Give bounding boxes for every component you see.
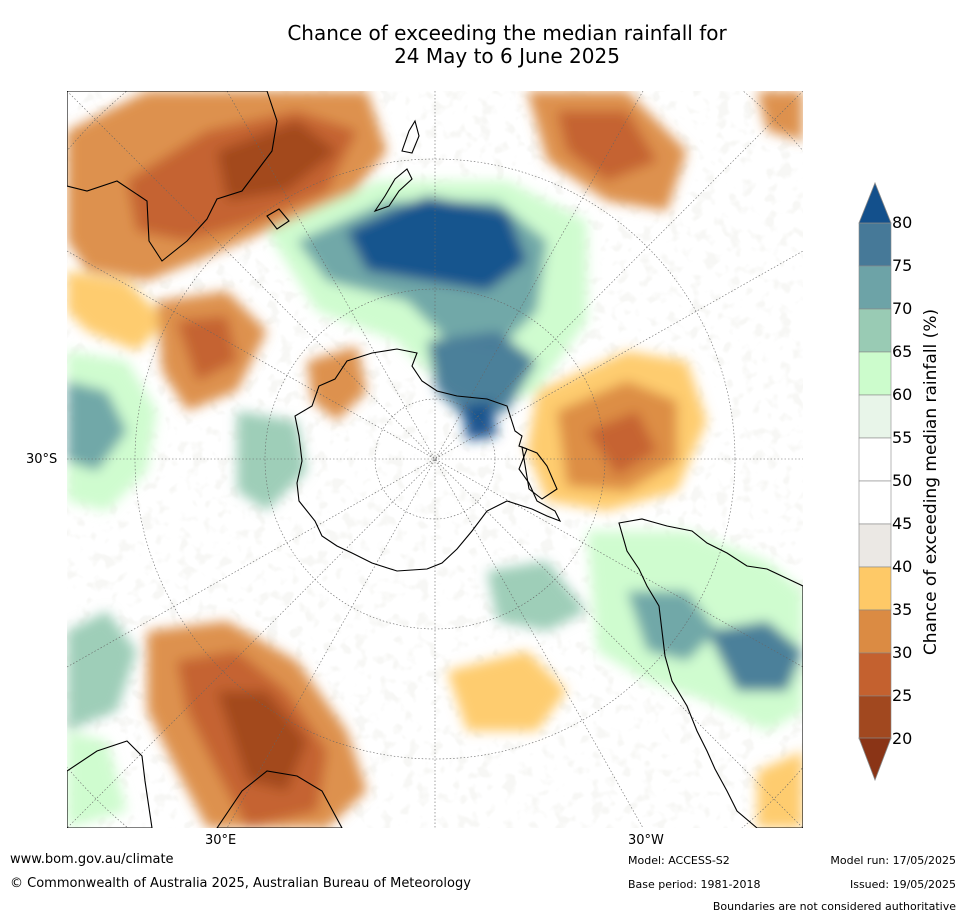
probability-region: [627, 591, 717, 661]
colorbar-tick-label: 75: [892, 256, 913, 275]
colorbar-tick-label: 80: [892, 213, 913, 232]
boundaries-disclaimer: Boundaries are not considered authoritat…: [712, 900, 956, 913]
colorbar-segment: [858, 480, 892, 525]
probability-region: [217, 121, 337, 201]
map-canvas: [67, 91, 803, 828]
probability-region: [707, 621, 803, 691]
model-name: Model: ACCESS-S2: [628, 854, 730, 867]
colorbar-bottom-arrow: [858, 737, 892, 782]
probability-regions: [67, 91, 803, 828]
longitude-label-30w: 30°W: [628, 833, 664, 848]
meridian-60b: [67, 250, 803, 668]
colorbar-segment: [858, 351, 892, 396]
colorbar-top-arrow: [858, 181, 892, 224]
colorbar-tick-label: 25: [892, 686, 913, 705]
probability-region: [67, 731, 127, 828]
colorbar-tick-label: 65: [892, 342, 913, 361]
title-line-2: 24 May to 6 June 2025: [394, 44, 620, 68]
colorbar-segment: [858, 394, 892, 439]
colorbar-tick-label: 60: [892, 385, 913, 404]
website-link[interactable]: www.bom.gov.au/climate: [10, 852, 174, 867]
colorbar-segment: [858, 609, 892, 654]
probability-region: [487, 561, 587, 631]
colorbar-tick-label: 70: [892, 299, 913, 318]
probability-region: [67, 271, 167, 351]
probability-region: [427, 331, 537, 421]
probability-region: [757, 751, 803, 828]
probability-region: [462, 401, 497, 441]
south-africa-coastline: [216, 770, 343, 828]
probability-region: [237, 411, 307, 511]
meridian-60a: [67, 250, 803, 668]
tasmania-coastline: [266, 208, 290, 230]
meridian-30a: [226, 91, 644, 828]
colorbar-segment: [858, 265, 892, 310]
colorbar-segment: [858, 566, 892, 611]
new-zealand-north: [401, 119, 420, 154]
colorbar-tick-label: 30: [892, 643, 913, 662]
colorbar-segment: [858, 437, 892, 482]
colorbar-segments: [858, 222, 892, 740]
probability-region: [67, 381, 127, 471]
base-period: Base period: 1981-2018: [628, 878, 761, 891]
issued-date: Issued: 19/05/2025: [849, 878, 956, 891]
longitude-label-30e: 30°E: [205, 833, 237, 848]
probability-region: [177, 316, 237, 381]
probability-region: [587, 411, 657, 476]
antarctica-coastline: [294, 348, 562, 572]
rainfall-map: [67, 91, 803, 828]
probability-region: [67, 611, 137, 731]
probability-region: [557, 111, 657, 181]
colorbar-tick-label: 50: [892, 471, 913, 490]
graticule: [67, 91, 803, 828]
probability-region: [347, 196, 527, 291]
meridian-30b: [226, 91, 644, 828]
model-run-date: Model run: 17/05/2025: [830, 854, 956, 867]
probability-region: [217, 691, 307, 791]
colorbar-segment: [858, 308, 892, 353]
antarctic-peninsula: [521, 446, 558, 500]
colorbar-tick-label: 35: [892, 600, 913, 619]
colorbar-tick-label: 45: [892, 514, 913, 533]
colorbar-segment: [858, 222, 892, 267]
colorbar-segment: [858, 523, 892, 568]
new-zealand-south: [373, 168, 413, 213]
probability-region: [447, 651, 567, 731]
coastlines: [67, 91, 803, 828]
colorbar-title: Chance of exceeding median rainfall (%): [921, 308, 941, 656]
colorbar-segment: [858, 652, 892, 697]
australia-coastline: [67, 91, 278, 262]
colorbar-segment: [858, 695, 892, 740]
south-america-coastline: [618, 518, 803, 828]
africa-coastline: [67, 740, 153, 828]
probability-region: [757, 91, 803, 141]
colorbar-tick-label: 40: [892, 557, 913, 576]
colorbar-tick-label: 55: [892, 428, 913, 447]
graticule-circle-60s: [264, 288, 606, 630]
probability-region: [307, 346, 367, 421]
title-line-1: Chance of exceeding the median rainfall …: [287, 21, 727, 45]
colorbar-tick-label: 20: [892, 729, 913, 748]
latitude-label-30s: 30°S: [26, 452, 58, 467]
colorbar: [858, 181, 892, 782]
map-title: Chance of exceeding the median rainfall …: [0, 22, 965, 68]
copyright-text: © Commonwealth of Australia 2025, Austra…: [10, 876, 471, 891]
